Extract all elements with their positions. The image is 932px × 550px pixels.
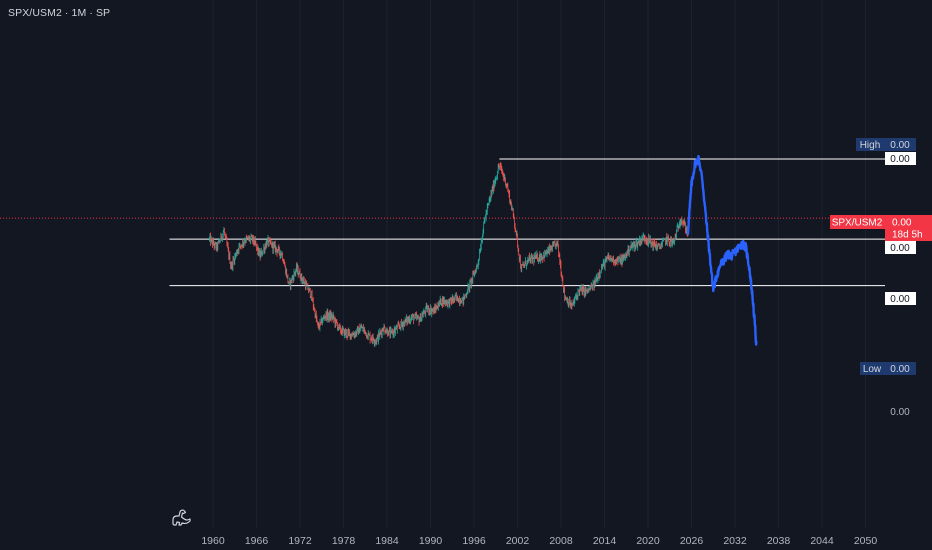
- high-value: 0.00: [890, 140, 910, 151]
- x-tick-2026: 2026: [680, 535, 704, 547]
- x-tick-2008: 2008: [549, 535, 573, 547]
- x-tick-1978: 1978: [332, 535, 356, 547]
- x-tick-2020: 2020: [636, 535, 660, 547]
- low-value: 0.00: [890, 364, 910, 375]
- high-tag: High 0.00: [856, 138, 916, 151]
- x-tick-2038: 2038: [767, 535, 791, 547]
- level-low-tag: 0.00: [885, 292, 916, 305]
- symbol-price-tag: SPX/USM2 0.00 18d 5h: [830, 215, 932, 241]
- high-label: High: [860, 140, 881, 151]
- x-tick-1960: 1960: [201, 535, 225, 547]
- price-axis-bottom-tick: 0.00: [890, 407, 910, 418]
- x-tick-1966: 1966: [245, 535, 269, 547]
- x-tick-1972: 1972: [288, 535, 312, 547]
- x-tick-2050: 2050: [854, 535, 878, 547]
- projection-path: [686, 154, 758, 346]
- countdown: 18d 5h: [892, 230, 923, 241]
- time-axis: 1960 1966 1972 1978 1984 1990 1996 2002 2008 2014…: [201, 535, 877, 547]
- level-top-value: 0.00: [890, 154, 910, 165]
- low-tag: Low 0.00: [860, 362, 916, 375]
- level-low-value: 0.00: [890, 294, 910, 305]
- gridlines: [212, 0, 866, 528]
- x-tick-1984: 1984: [375, 535, 399, 547]
- level-mid-value: 0.00: [890, 243, 910, 254]
- x-tick-1990: 1990: [419, 535, 443, 547]
- horizontal-levels: [169, 158, 885, 287]
- x-tick-1996: 1996: [462, 535, 486, 547]
- x-tick-2032: 2032: [723, 535, 747, 547]
- candles: [208, 161, 689, 347]
- symbol-value: 0.00: [892, 218, 912, 229]
- x-tick-2014: 2014: [593, 535, 617, 547]
- x-tick-2044: 2044: [810, 535, 834, 547]
- low-label: Low: [863, 364, 882, 375]
- x-tick-2002: 2002: [506, 535, 530, 547]
- symbol-tag: SPX/USM2: [832, 218, 883, 229]
- chart-title[interactable]: SPX/USM2 · 1M · SP: [8, 7, 111, 19]
- tradingview-dino-icon[interactable]: [170, 508, 192, 526]
- level-mid-tag: 0.00: [885, 241, 916, 254]
- projection-series: [686, 154, 758, 346]
- level-top-tag: 0.00: [885, 152, 916, 165]
